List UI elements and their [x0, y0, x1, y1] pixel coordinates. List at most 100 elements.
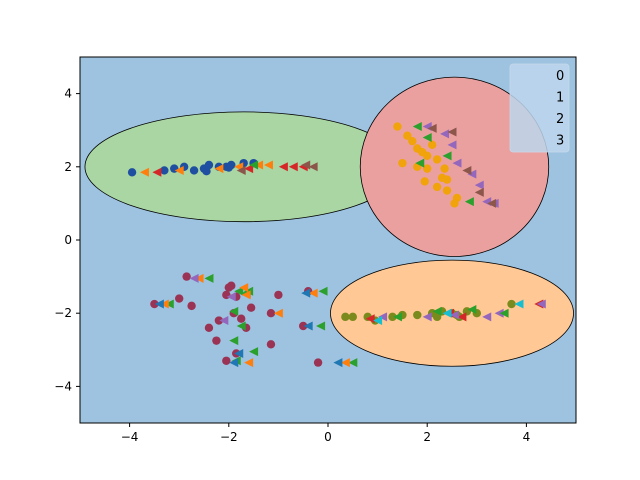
cluster-3-brown-tris-point	[427, 123, 437, 133]
cluster-2-dots-point	[202, 166, 211, 176]
cluster-2-dots-point	[224, 163, 233, 172]
cluster-0-orange-tris-point	[194, 273, 204, 283]
cluster-0-dots-point	[246, 303, 256, 312]
x-tick-label: −4	[121, 430, 139, 444]
cluster-3-brown-tris-point	[447, 127, 457, 137]
y-tick-label: −4	[54, 379, 72, 393]
cluster-0-dots-point	[204, 323, 214, 333]
cluster-2-orange-tris-point	[263, 160, 273, 170]
cluster-2-orange-tris-point	[139, 167, 149, 177]
cluster-0-dots-point	[274, 290, 283, 300]
cluster-2-red-tris-point	[244, 164, 254, 174]
cluster-0-orange-tris-point	[241, 290, 251, 300]
cluster-2-dots-point	[189, 166, 199, 175]
cluster-1-tris-point	[365, 314, 375, 324]
cluster-3-dots-point	[423, 151, 432, 161]
cluster-2-orange-tris-point	[214, 164, 224, 174]
cluster-3-dots-point	[393, 122, 402, 131]
cluster-1-purple-tris-point	[482, 312, 492, 322]
cluster-3-dots-point	[398, 158, 407, 168]
cluster-3-dots-point	[427, 140, 437, 150]
cluster-1-green-tris-point	[499, 308, 509, 318]
cluster-3-green-tris-point	[464, 197, 474, 207]
cluster-0-orange-tris-point	[340, 358, 350, 368]
cluster-3-dots-point	[440, 164, 449, 173]
legend-entry-0: 0	[556, 69, 564, 84]
cluster-0-dots-point	[266, 309, 276, 318]
y-tick-label: 2	[64, 160, 72, 174]
cluster-3-dots-point	[423, 164, 432, 173]
cluster-2-green-tris-point	[249, 160, 259, 170]
x-tick-label: 2	[423, 430, 431, 444]
cluster-1-dots-point	[413, 310, 422, 320]
cluster-1-blue-tris-point	[442, 308, 452, 318]
cluster-0-green-tris-point	[316, 321, 326, 331]
cluster-2-red-tris-point	[278, 162, 288, 172]
cluster-3-dots-point	[442, 175, 452, 184]
cluster-3-dots-point	[432, 155, 442, 164]
cluster-1-tris-point	[457, 312, 467, 322]
cluster-0-orange-tris-point	[239, 283, 249, 293]
y-tick-label: −2	[54, 306, 72, 320]
cluster-1-green-tris-point	[432, 306, 442, 316]
cluster-1-blue-tris-point	[373, 316, 383, 326]
cluster-0-dots-point	[313, 358, 323, 367]
cluster-3-green-tris-point	[415, 158, 425, 168]
cluster-1-purple-tris-point	[378, 312, 388, 322]
cluster-0-orange-tris-point	[273, 308, 283, 318]
cluster-0-blue-tris-point	[303, 321, 313, 331]
cluster-3-purple-tris-point	[474, 180, 484, 190]
cluster-3-dots-point	[403, 131, 412, 140]
cluster-1-green-tris-point	[392, 312, 402, 322]
cluster-3-purple-tris-point	[447, 140, 457, 150]
cluster-2-red-tris-point	[152, 167, 162, 177]
cluster-0-blue-tris-point	[229, 358, 239, 368]
cluster-3-brown-tris-point	[474, 187, 484, 197]
cluster-0-green-tris-point	[249, 347, 259, 357]
cluster-0-blue-tris-point	[333, 358, 343, 368]
cluster-3-dots-point	[432, 182, 442, 192]
cluster-0-green-tris-point	[229, 336, 239, 346]
cluster-3-purple-tris-point	[452, 158, 462, 168]
cluster-2-orange-tris-point	[174, 165, 184, 175]
cluster-0-dots-point	[214, 316, 224, 325]
cluster-0-dots-point	[187, 301, 196, 311]
cluster-0-green-tris-point	[236, 321, 246, 331]
legend-box	[509, 63, 570, 153]
cluster-0-dots-point	[237, 314, 246, 323]
cluster-0-purple-tris-point	[226, 292, 236, 302]
cluster-2-orange-tris-point	[254, 160, 264, 170]
cluster-0-dots-point	[212, 336, 221, 345]
legend: 0 1 2 3	[509, 63, 570, 153]
cluster-0-dots-point	[299, 321, 308, 331]
cluster-3-dots-point	[442, 186, 452, 195]
cluster-1-blue-tris-point	[514, 299, 524, 309]
cluster-3-dots-point	[450, 199, 459, 208]
y-tick-label: 4	[64, 87, 72, 101]
cluster-0-green-tris-point	[234, 286, 244, 296]
cluster-1-dots-point	[507, 299, 516, 309]
cluster-2-brown-tris-point	[308, 162, 318, 172]
cluster-0-green-tris-point	[229, 306, 239, 316]
cluster-1-dots-point	[348, 312, 357, 322]
legend-entry-3: 3	[556, 134, 564, 149]
cluster-1-purple-tris-point	[422, 312, 432, 322]
x-tick-label: 4	[523, 430, 531, 444]
cluster-0-green-tris-point	[164, 299, 174, 309]
cluster-0-blue-tris-point	[234, 348, 244, 358]
cluster-2-dots-point	[160, 166, 169, 175]
cluster-1-dots-point	[341, 312, 350, 322]
cluster-0-green-tris-point	[318, 286, 328, 296]
cluster-0-dots-point	[150, 299, 159, 309]
cluster-2-brown-tris-point	[301, 160, 311, 170]
cluster-0-green-tris-point	[204, 273, 214, 283]
cluster-3-dots-point	[408, 136, 417, 146]
cluster-2-red-tris-point	[288, 162, 298, 172]
cluster-0-dots-point	[175, 294, 184, 303]
cluster-0-dots-point	[222, 356, 231, 365]
cluster-0-orange-tris-point	[159, 299, 169, 309]
cluster-1-purple-tris-point	[536, 299, 546, 309]
cluster-0-purple-tris-point	[189, 273, 199, 283]
cluster-3-brown-tris-point	[487, 198, 497, 208]
